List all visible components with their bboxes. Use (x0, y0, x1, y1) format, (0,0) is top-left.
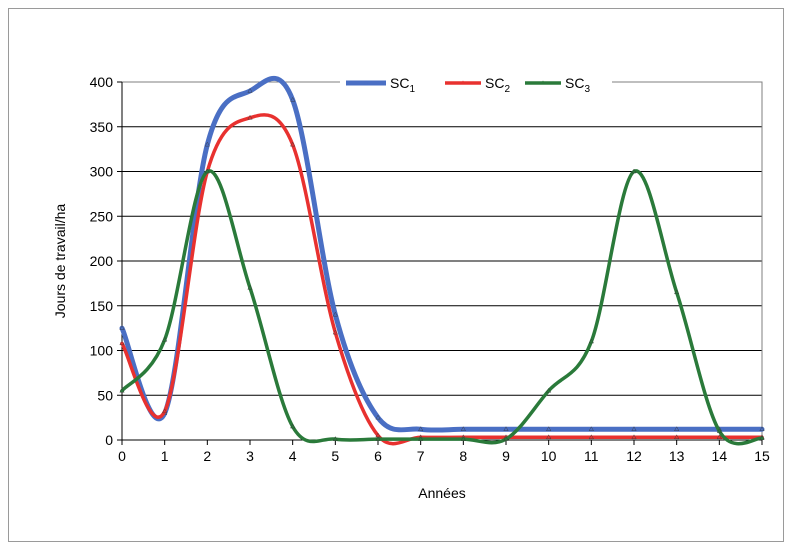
series-3-point (588, 338, 594, 344)
series-1-point (332, 311, 338, 317)
series-3-point (375, 436, 381, 441)
series-2 (119, 113, 765, 446)
y-tick-label: 300 (90, 164, 114, 180)
series-3-point (204, 168, 210, 174)
y-tick-label: 200 (90, 253, 114, 269)
legend: SC1 SC2 SC3 (340, 75, 612, 95)
legend-label-name: SC (565, 75, 584, 91)
series-2-point (674, 434, 680, 440)
series-3-point (460, 436, 466, 441)
legend-label: SC2 (485, 75, 510, 95)
y-tick-label: 400 (90, 74, 114, 90)
x-tick-label: 11 (584, 448, 599, 464)
series-3-line (120, 169, 764, 446)
series-2-point (247, 114, 253, 120)
series-1-point (119, 325, 125, 330)
series-3-point (674, 289, 680, 295)
x-tick-label: 8 (459, 448, 467, 464)
series-1-point (247, 88, 253, 93)
series-3 (119, 168, 765, 446)
legend-label: SC1 (390, 75, 415, 95)
series-1-point (418, 426, 424, 431)
series-lines (119, 75, 765, 446)
x-tick-label: 7 (417, 448, 425, 464)
series-2-point (588, 434, 594, 440)
legend-entry-3: SC3 (525, 75, 590, 95)
legend-label-name: SC (485, 75, 504, 91)
x-tick-label: 14 (712, 448, 728, 464)
x-tick-label: 6 (374, 448, 382, 464)
series-3-point (631, 168, 637, 174)
y-tick-label: 0 (105, 432, 113, 448)
series-3-point (247, 284, 253, 290)
x-tick-label: 9 (502, 448, 510, 464)
series-3-point (503, 436, 509, 441)
y-tick-label: 100 (90, 343, 114, 359)
series-2-point (716, 434, 722, 440)
series-2-point (162, 408, 168, 414)
series-3-point (418, 436, 424, 441)
series-2-point (290, 141, 296, 147)
series-1-point (674, 426, 680, 431)
series-1-point (631, 426, 637, 431)
y-tick-label: 250 (90, 208, 114, 224)
series-2-point (631, 434, 637, 440)
legend-marker (460, 80, 466, 85)
series-3-point (119, 387, 125, 393)
legend-label-name: SC (390, 75, 409, 91)
y-tick-label: 50 (97, 387, 113, 403)
legend-label-subscript: 2 (504, 84, 510, 95)
series-3-point (759, 435, 765, 440)
series-1-point (204, 141, 210, 147)
series-1-point (460, 426, 466, 431)
legend-marker (540, 80, 546, 85)
series-2-point (546, 434, 552, 440)
y-tick-label: 150 (90, 298, 114, 314)
series-1-point (588, 426, 594, 431)
x-tick-label: 2 (203, 448, 211, 464)
x-tick-label: 15 (754, 448, 770, 464)
x-tick-label: 4 (289, 448, 297, 464)
x-axis-label: Années (418, 485, 465, 501)
x-tick-label: 5 (331, 448, 339, 464)
series-3-point (290, 423, 296, 429)
series-1-point (546, 426, 552, 431)
chart-frame: 0 50 100 150 200 250 300 350 400 0 1 2 3 4 5 6 7 8 9 10 11 12… (8, 8, 784, 542)
y-tick-label: 350 (90, 119, 114, 135)
series-1-point (759, 426, 765, 431)
grid (122, 81, 762, 441)
series-3-point (546, 387, 552, 393)
legend-marker (363, 80, 369, 85)
legend-label-subscript: 1 (409, 84, 415, 95)
x-tick-label: 12 (626, 448, 642, 464)
x-tick-label: 10 (541, 448, 557, 464)
series-2-point (119, 340, 125, 346)
x-tick-label: 13 (669, 448, 685, 464)
x-tick-label: 0 (118, 448, 126, 464)
series-3-point (332, 436, 338, 441)
legend-entry-2: SC2 (445, 75, 510, 95)
series-2-point (332, 329, 338, 335)
series-1-point (503, 426, 509, 431)
x-tick-label: 3 (246, 448, 254, 464)
x-tick-label: 1 (161, 448, 169, 464)
legend-label: SC3 (565, 75, 590, 95)
series-3-point (162, 336, 168, 342)
series-2-line (120, 113, 764, 446)
y-axis-label: Jours de travail/ha (52, 204, 68, 319)
legend-label-subscript: 3 (584, 84, 590, 95)
legend-entry-1: SC1 (346, 75, 415, 95)
series-1-point (290, 96, 296, 102)
series-3-point (716, 428, 722, 433)
series-1-point (375, 414, 381, 420)
